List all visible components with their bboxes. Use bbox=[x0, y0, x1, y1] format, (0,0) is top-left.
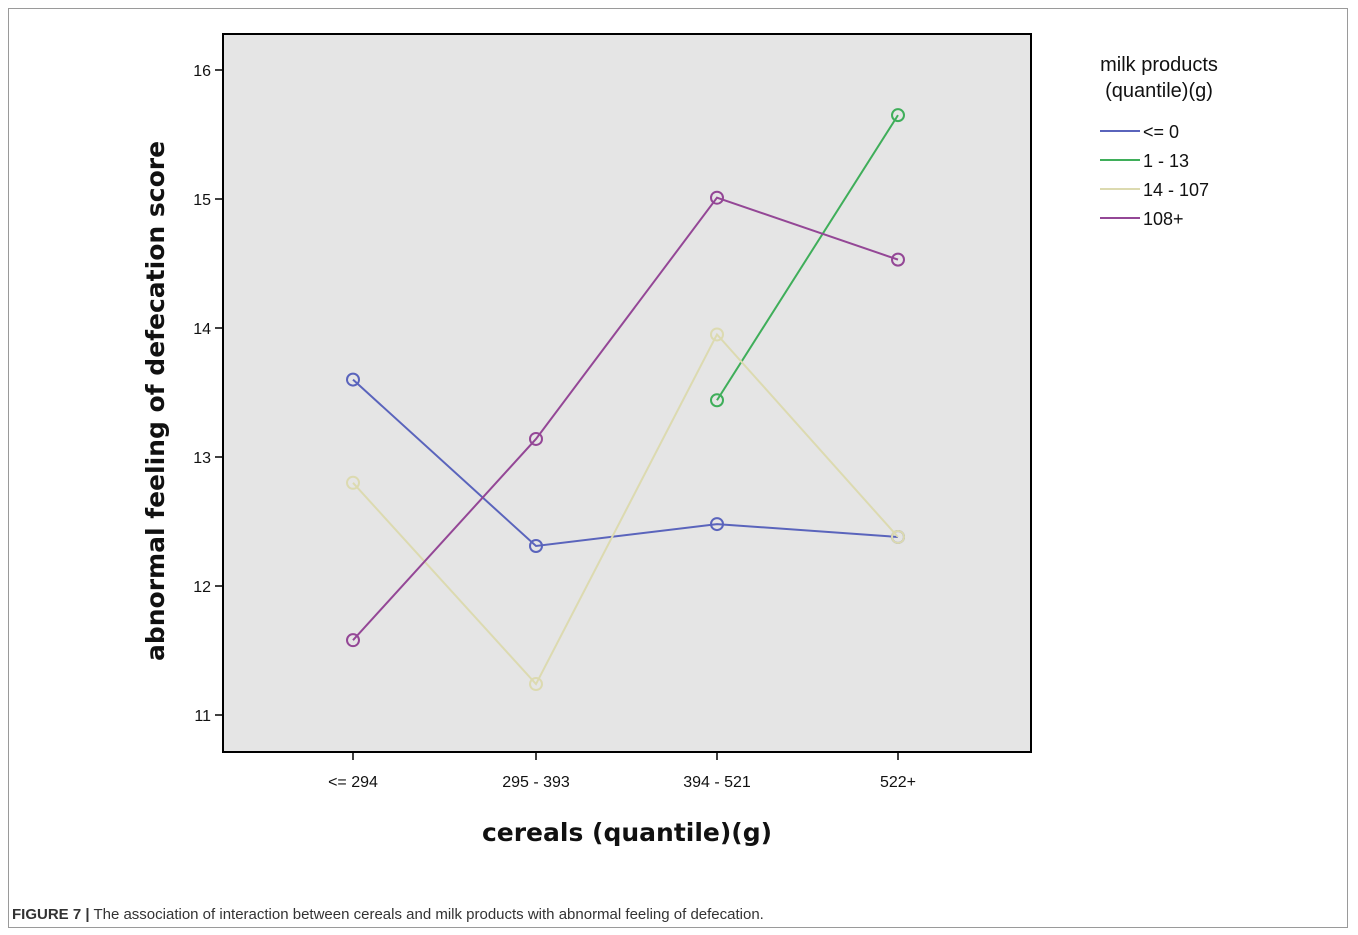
caption-label: FIGURE 7 | bbox=[12, 906, 90, 923]
x-axis: <= 294 295 - 393 394 - 521 522+ bbox=[328, 752, 916, 791]
series-line bbox=[716, 114, 899, 401]
series-marker bbox=[529, 677, 543, 692]
series-line bbox=[352, 196, 899, 641]
plot-area bbox=[222, 33, 1032, 753]
series-marker bbox=[710, 393, 724, 408]
series-marker bbox=[891, 108, 905, 123]
series-marker bbox=[529, 539, 543, 554]
line-chart: 11 12 13 14 15 16 <= 294 295 - 393 394 - 521 522… bbox=[141, 33, 1218, 847]
figure-frame: 11 12 13 14 15 16 <= 294 295 - 393 394 - 521 522… bbox=[8, 8, 1348, 928]
legend-label: <= 0 bbox=[1143, 122, 1179, 142]
y-tick-label: 11 bbox=[194, 708, 211, 725]
y-tick-label: 14 bbox=[193, 321, 211, 338]
x-tick-label: 394 - 521 bbox=[683, 774, 751, 791]
series-marker bbox=[891, 529, 905, 544]
series-marker bbox=[710, 190, 724, 205]
series-4 bbox=[346, 190, 905, 648]
series-marker bbox=[529, 431, 543, 446]
series-marker bbox=[346, 633, 360, 648]
y-axis: 11 12 13 14 15 16 bbox=[193, 63, 223, 725]
series-marker bbox=[891, 252, 905, 267]
series-3 bbox=[346, 327, 905, 692]
legend-label: 108+ bbox=[1143, 209, 1184, 229]
legend: milk products (quantile)(g) <= 0 1 - 13 14… bbox=[1100, 54, 1218, 229]
legend-label: 14 - 107 bbox=[1143, 180, 1209, 200]
x-tick-label: 522+ bbox=[880, 774, 916, 791]
legend-label: 1 - 13 bbox=[1143, 151, 1189, 171]
series-1 bbox=[346, 372, 905, 554]
y-tick-label: 15 bbox=[193, 192, 211, 209]
series-marker bbox=[710, 517, 724, 532]
series-layer bbox=[346, 108, 905, 692]
series-line bbox=[352, 332, 899, 686]
series-2 bbox=[710, 108, 905, 408]
y-tick-label: 12 bbox=[193, 579, 211, 596]
series-line bbox=[352, 378, 899, 548]
legend-title-line2: (quantile)(g) bbox=[1105, 80, 1213, 102]
x-tick-label: 295 - 393 bbox=[502, 774, 570, 791]
legend-items: <= 0 1 - 13 14 - 107 108+ bbox=[1100, 122, 1209, 229]
legend-title-line1: milk products bbox=[1100, 54, 1218, 76]
caption-text: The association of interaction between c… bbox=[93, 906, 764, 923]
y-tick-label: 13 bbox=[193, 450, 211, 467]
x-axis-title: cereals (quantile)(g) bbox=[482, 818, 772, 847]
x-tick-label: <= 294 bbox=[328, 774, 378, 791]
figure-caption: FIGURE 7 | The association of interactio… bbox=[12, 906, 764, 923]
series-marker bbox=[346, 372, 360, 387]
series-marker bbox=[710, 327, 724, 342]
y-tick-label: 16 bbox=[193, 63, 211, 80]
series-marker bbox=[346, 475, 360, 490]
y-axis-title: abnormal feeling of defecation score bbox=[141, 141, 170, 661]
